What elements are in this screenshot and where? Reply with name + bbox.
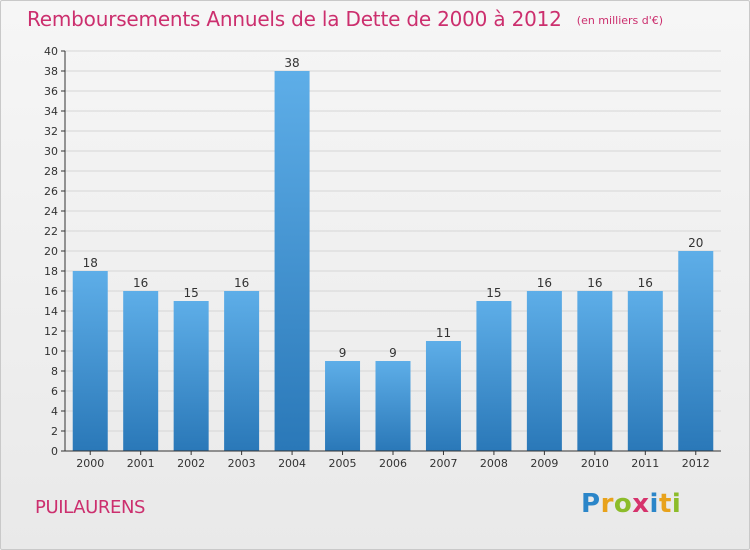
x-tick-label: 2007 [429, 457, 457, 470]
bar-value-label: 9 [389, 346, 397, 360]
bar-value-label: 16 [537, 276, 552, 290]
bar [123, 291, 159, 451]
axes [61, 50, 721, 455]
chart-subtitle: (en milliers d'€) [576, 14, 664, 27]
bar-value-label: 15 [486, 286, 501, 300]
y-tick-label: 16 [44, 285, 58, 298]
y-tick-label: 34 [44, 105, 58, 118]
bar [224, 291, 260, 451]
y-tick-label: 22 [44, 225, 58, 238]
y-tick-label: 10 [44, 345, 58, 358]
bar [627, 291, 663, 451]
x-tick-label: 2003 [228, 457, 256, 470]
y-tick-label: 36 [44, 85, 58, 98]
x-tick-label: 2004 [278, 457, 306, 470]
bar [425, 341, 461, 451]
bar-value-label: 16 [234, 276, 249, 290]
y-tick-label: 12 [44, 325, 58, 338]
y-tick-label: 24 [44, 205, 58, 218]
bar [375, 361, 411, 451]
chart-title-group: Remboursements Annuels de la Dette de 20… [27, 7, 663, 31]
bar-value-label: 16 [638, 276, 653, 290]
bar-value-label: 15 [184, 286, 199, 300]
chart-title: Remboursements Annuels de la Dette de 20… [27, 7, 562, 31]
y-tick-label: 30 [44, 145, 58, 158]
bar-value-label: 18 [83, 256, 98, 270]
commune-name: PUILAURENS [35, 497, 146, 518]
y-tick-label: 40 [44, 45, 58, 58]
x-tick-label: 2002 [177, 457, 205, 470]
y-tick-label: 2 [51, 425, 58, 438]
x-tick-label: 2005 [329, 457, 357, 470]
x-tick-label: 2008 [480, 457, 508, 470]
x-tick-label: 2000 [76, 457, 104, 470]
y-tick-label: 8 [51, 365, 58, 378]
y-tick-label: 18 [44, 265, 58, 278]
y-tick-label: 20 [44, 245, 58, 258]
bar [476, 301, 512, 451]
y-tick-label: 4 [51, 405, 58, 418]
y-tick-label: 14 [44, 305, 58, 318]
bar-value-label: 9 [339, 346, 347, 360]
y-tick-label: 6 [51, 385, 58, 398]
bar [274, 71, 310, 451]
bar-value-label: 16 [587, 276, 602, 290]
bar-value-label: 20 [688, 236, 703, 250]
bar [577, 291, 613, 451]
bar [72, 271, 108, 451]
y-tick-label: 0 [51, 445, 58, 458]
y-tick-label: 28 [44, 165, 58, 178]
proxiti-logo: Proxiti [581, 489, 682, 519]
bar [526, 291, 562, 451]
bar [173, 301, 209, 451]
bar-value-label: 11 [436, 326, 451, 340]
bar-value-label: 38 [284, 56, 299, 70]
bars [72, 71, 714, 451]
y-tick-label: 32 [44, 125, 58, 138]
x-tick-label: 2010 [581, 457, 609, 470]
x-tick-label: 2011 [631, 457, 659, 470]
x-tick-label: 2012 [682, 457, 710, 470]
x-tick-label: 2006 [379, 457, 407, 470]
bar [325, 361, 361, 451]
x-tick-label: 2009 [530, 457, 558, 470]
x-tick-label: 2001 [127, 457, 155, 470]
bar-value-label: 16 [133, 276, 148, 290]
labels: 0246810121416182022242628303234363840182… [44, 45, 710, 470]
y-tick-label: 26 [44, 185, 58, 198]
bar [678, 251, 714, 451]
y-tick-label: 38 [44, 65, 58, 78]
